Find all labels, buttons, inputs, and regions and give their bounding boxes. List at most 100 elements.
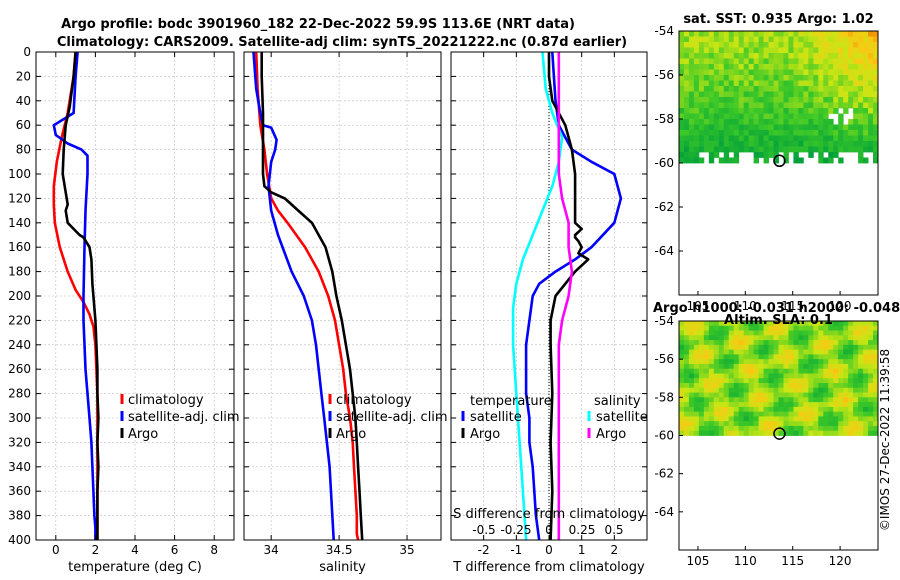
- heatmap-cell: [853, 321, 859, 327]
- heatmap-cell: [758, 135, 764, 142]
- heatmap-cell: [703, 421, 710, 427]
- heatmap-cell: [793, 349, 799, 355]
- heatmap-cell: [838, 69, 844, 76]
- heatmap-cell: [828, 47, 834, 54]
- heatmap-cell: [698, 75, 705, 81]
- heatmap-cell: [758, 102, 764, 109]
- heatmap-cell: [838, 392, 844, 398]
- heatmap-cell: [838, 373, 844, 379]
- heatmap-cell: [738, 383, 745, 389]
- series-line-temperature-argo: [547, 52, 590, 541]
- heatmap-cell: [688, 387, 695, 393]
- heatmap-cell: [723, 75, 730, 81]
- heatmap-cell: [793, 97, 799, 103]
- heatmap-cell: [733, 425, 740, 432]
- heatmap-cell: [863, 102, 869, 109]
- heatmap-cell: [808, 69, 814, 76]
- heatmap-cell: [753, 86, 760, 92]
- heatmap-cell: [698, 359, 705, 365]
- x-axis-label: temperature (deg C): [68, 560, 202, 575]
- map-supertitle: Argo h1000: -0.031 h2000: -0.048: [653, 301, 900, 316]
- heatmap-cell: [748, 58, 755, 65]
- heatmap-cell: [873, 75, 879, 81]
- heatmap-cell: [683, 344, 690, 351]
- heatmap-cell: [838, 430, 844, 436]
- heatmap-cell: [743, 36, 750, 43]
- heatmap-cell: [733, 36, 740, 43]
- heatmap-cell: [798, 373, 804, 379]
- heatmap-cell: [803, 325, 809, 331]
- heatmap-cell: [718, 97, 725, 103]
- heatmap-cell: [803, 113, 809, 120]
- heatmap-cell: [838, 102, 844, 109]
- heatmap-cell: [718, 80, 725, 87]
- heatmap-cell: [733, 349, 740, 355]
- heatmap-cell: [823, 344, 829, 351]
- heatmap-cell: [778, 80, 784, 87]
- heatmap-cell: [788, 430, 794, 436]
- heatmap-cell: [783, 335, 789, 341]
- heatmap-cell: [858, 80, 864, 87]
- heatmap-cell: [868, 108, 874, 114]
- heatmap-cell: [713, 53, 720, 59]
- heatmap-cell: [843, 335, 849, 341]
- heatmap-cell: [753, 344, 760, 351]
- series-line-climatology: [254, 51, 360, 541]
- heatmap-cell: [873, 86, 879, 92]
- heatmap-cell: [868, 383, 874, 389]
- heatmap-cell: [753, 392, 760, 398]
- heatmap-cell: [698, 157, 705, 164]
- heatmap-cell: [783, 383, 789, 389]
- heatmap-cell: [873, 91, 879, 98]
- heatmap-cell: [788, 113, 794, 120]
- heatmap-cell: [728, 363, 735, 370]
- heatmap-cell: [818, 321, 824, 327]
- heatmap-cell: [753, 119, 760, 125]
- heatmap-cell: [713, 387, 720, 393]
- heatmap-cell: [828, 141, 834, 147]
- heatmap-cell: [713, 119, 720, 125]
- heatmap-cell: [728, 392, 735, 398]
- heatmap-cell: [763, 97, 769, 103]
- heatmap-cell: [753, 108, 760, 114]
- heatmap-cell: [748, 130, 755, 136]
- heatmap-cell: [679, 80, 685, 87]
- heatmap-cell: [798, 86, 804, 92]
- heatmap-cell: [748, 349, 755, 355]
- heatmap-cell: [818, 402, 824, 408]
- heatmap-cell: [873, 141, 879, 147]
- heatmap-cell: [808, 113, 814, 120]
- heatmap-cell: [823, 430, 829, 436]
- heatmap-cell: [708, 330, 715, 336]
- heatmap-cell: [753, 330, 760, 336]
- heatmap-cell: [723, 91, 730, 98]
- heatmap-cell: [873, 340, 879, 346]
- heatmap-cell: [813, 359, 819, 365]
- y-tick-label: 120: [8, 191, 31, 205]
- heatmap-cell: [703, 325, 710, 331]
- heatmap-cell: [683, 108, 690, 114]
- heatmap-cell: [693, 321, 700, 327]
- heatmap-cell: [733, 75, 740, 81]
- heatmap-cell: [728, 344, 735, 351]
- heatmap-cell: [823, 378, 829, 384]
- heatmap-cell: [773, 58, 779, 65]
- heatmap-cell: [733, 344, 740, 351]
- heatmap-cell: [873, 397, 879, 403]
- heatmap-cell: [793, 416, 799, 422]
- heatmap-cell: [848, 411, 854, 417]
- heatmap-cell: [838, 349, 844, 355]
- heatmap-cell: [783, 330, 789, 336]
- series-line-argo: [61, 51, 100, 540]
- heatmap-cell: [763, 69, 769, 76]
- heatmap-cell: [873, 416, 879, 422]
- heatmap-cell: [798, 113, 804, 120]
- heatmap-cell: [738, 58, 745, 65]
- heatmap-cell: [868, 349, 874, 355]
- heatmap-cell: [793, 31, 799, 37]
- heatmap-cell: [843, 86, 849, 92]
- heatmap-cell: [793, 392, 799, 398]
- heatmap-cell: [693, 47, 700, 54]
- heatmap-cell: [723, 378, 730, 384]
- heatmap-cell: [828, 378, 834, 384]
